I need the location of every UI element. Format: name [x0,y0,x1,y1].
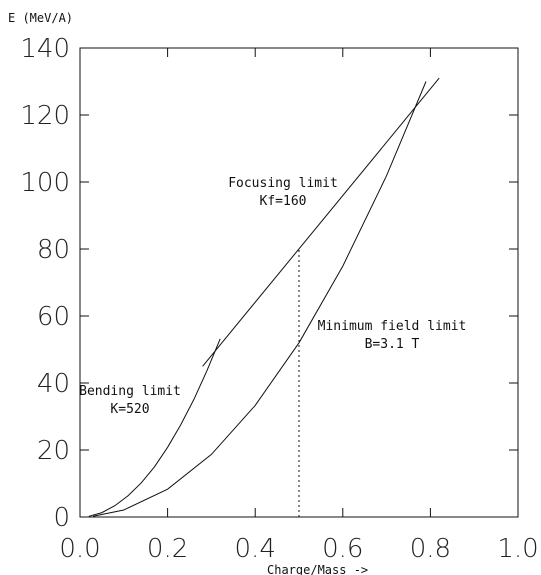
y-tick-label: 120 [20,101,70,131]
y-tick-label: 100 [20,168,70,198]
y-tick-label: 80 [37,235,70,265]
annotation-focusing-limit: Kf=160 [260,194,307,209]
x-axis-label: Charge/Mass -> [267,563,368,575]
x-tick-label: 0.8 [410,534,451,564]
annotation-minimum-field-limit: B=3.1 T [365,337,420,352]
x-tick-label: 0.0 [59,534,100,564]
tick-labels: 0.0 0.2 0.4 0.6 0.8 1.0 0 20 40 60 80 100 120 140 [20,34,538,564]
y-axis-label: E (MeV/A) [8,11,73,25]
y-tick-label: 40 [37,369,70,399]
x-tick-label: 0.2 [147,534,188,564]
x-tick-label: 0.4 [235,534,276,564]
series-minimum-field [92,81,427,517]
annotation-focusing-limit: Focusing limit [228,176,338,191]
y-tick-label: 20 [37,436,70,466]
y-tick-label: 60 [37,302,70,332]
series-bending [88,338,221,517]
curves [88,77,440,517]
annotations: Focusing limit Kf=160 Minimum field limit B… [79,176,466,417]
x-tick-label: 0.6 [322,534,363,564]
axis-ticks [79,47,519,518]
series-focusing [202,77,440,367]
annotation-minimum-field-limit: Minimum field limit [318,319,467,334]
annotation-bending-limit: K=520 [110,402,149,417]
x-tick-label: 1.0 [497,534,538,564]
annotation-bending-limit: Bending limit [79,384,181,399]
y-tick-label: 140 [20,34,70,64]
y-tick-label: 0 [53,503,70,533]
